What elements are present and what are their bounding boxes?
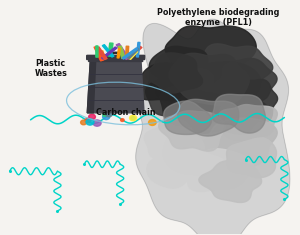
FancyBboxPatch shape <box>122 48 138 59</box>
Polygon shape <box>212 94 266 133</box>
Polygon shape <box>146 69 219 116</box>
Polygon shape <box>87 61 96 113</box>
Circle shape <box>121 119 124 121</box>
Polygon shape <box>198 44 273 93</box>
FancyBboxPatch shape <box>94 47 104 61</box>
Polygon shape <box>165 26 256 78</box>
Circle shape <box>81 120 87 125</box>
Polygon shape <box>144 119 204 168</box>
Polygon shape <box>178 99 239 136</box>
Circle shape <box>148 120 156 125</box>
Polygon shape <box>88 59 143 61</box>
FancyBboxPatch shape <box>96 46 98 57</box>
FancyBboxPatch shape <box>128 51 137 59</box>
Polygon shape <box>186 149 254 192</box>
FancyBboxPatch shape <box>108 43 113 56</box>
Polygon shape <box>160 86 222 126</box>
FancyBboxPatch shape <box>100 51 105 58</box>
Polygon shape <box>155 62 261 125</box>
Polygon shape <box>212 59 277 102</box>
Polygon shape <box>163 132 253 176</box>
FancyBboxPatch shape <box>118 46 125 59</box>
Text: Plastic
Wastes: Plastic Wastes <box>35 59 68 78</box>
FancyBboxPatch shape <box>127 46 142 59</box>
Circle shape <box>93 120 101 126</box>
FancyBboxPatch shape <box>128 48 139 59</box>
Polygon shape <box>226 137 277 178</box>
Polygon shape <box>146 53 203 93</box>
FancyBboxPatch shape <box>136 42 140 57</box>
FancyBboxPatch shape <box>97 47 107 59</box>
Polygon shape <box>136 63 192 101</box>
FancyBboxPatch shape <box>117 48 120 58</box>
FancyBboxPatch shape <box>116 44 129 59</box>
FancyBboxPatch shape <box>98 52 103 59</box>
Text: Carbon chain: Carbon chain <box>96 108 156 117</box>
Circle shape <box>88 114 95 120</box>
Polygon shape <box>159 111 225 151</box>
Circle shape <box>130 116 135 120</box>
FancyBboxPatch shape <box>126 46 129 56</box>
Polygon shape <box>147 150 206 188</box>
Polygon shape <box>164 101 212 134</box>
Circle shape <box>106 112 112 117</box>
FancyBboxPatch shape <box>87 55 145 59</box>
Polygon shape <box>184 87 270 134</box>
Polygon shape <box>227 79 278 122</box>
Circle shape <box>86 119 94 125</box>
Circle shape <box>130 115 136 121</box>
Circle shape <box>85 118 91 123</box>
Polygon shape <box>199 161 262 203</box>
FancyBboxPatch shape <box>96 49 103 60</box>
Polygon shape <box>219 105 277 140</box>
Circle shape <box>103 114 110 120</box>
Text: Polyethylene biodegrading
enzyme (PFL1): Polyethylene biodegrading enzyme (PFL1) <box>158 8 280 27</box>
Polygon shape <box>169 53 249 105</box>
FancyBboxPatch shape <box>103 45 114 57</box>
FancyBboxPatch shape <box>102 47 117 59</box>
Polygon shape <box>136 19 290 235</box>
Polygon shape <box>87 61 144 113</box>
Polygon shape <box>202 118 277 168</box>
Polygon shape <box>149 46 209 92</box>
Circle shape <box>103 113 106 116</box>
